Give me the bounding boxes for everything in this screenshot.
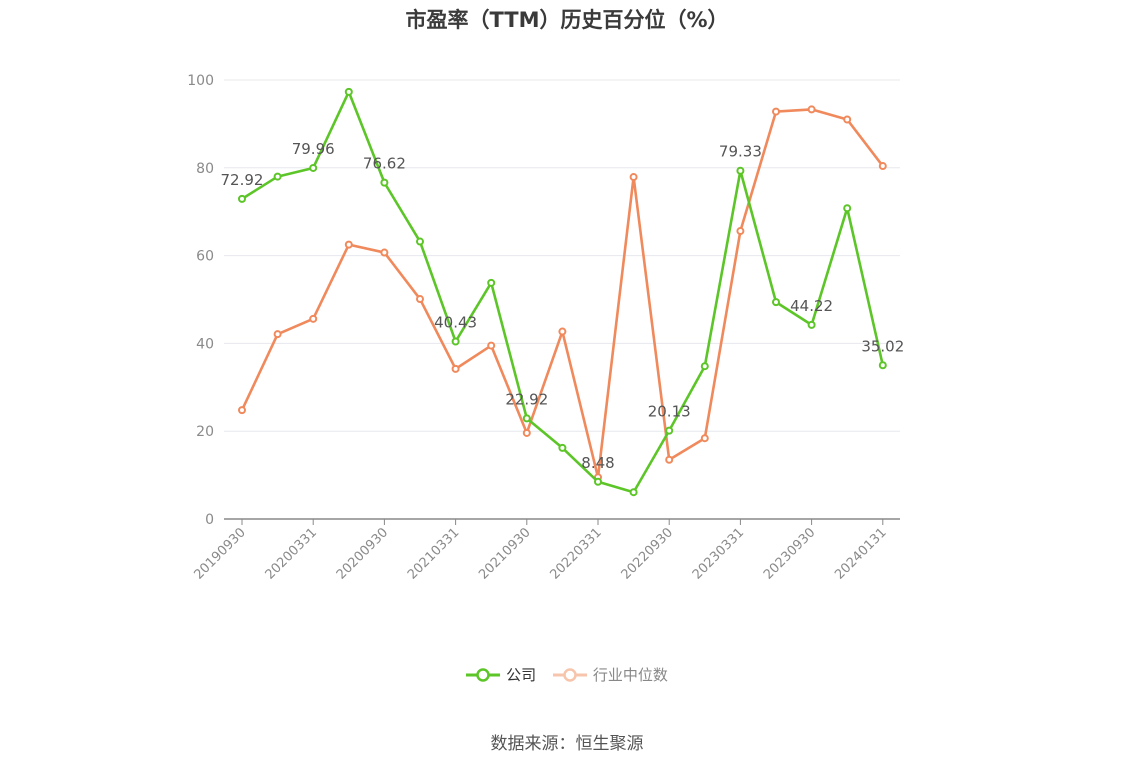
- data-point-company[interactable]: [416, 237, 424, 246]
- series-lines: [238, 87, 887, 497]
- data-label: 79.96: [292, 140, 335, 158]
- data-point-company[interactable]: [451, 337, 460, 346]
- data-point-company[interactable]: [344, 87, 353, 96]
- data-point-industry-median[interactable]: [344, 240, 353, 249]
- data-point-industry-median[interactable]: [629, 173, 638, 182]
- data-label: 79.33: [719, 143, 762, 161]
- data-point-industry-median[interactable]: [522, 428, 531, 437]
- y-tick-label: 60: [196, 249, 214, 265]
- data-point-industry-median[interactable]: [736, 227, 745, 236]
- legend-swatch-company-icon: [466, 667, 501, 682]
- x-tick-label: 20210930: [476, 525, 533, 582]
- x-tick-label: 20200930: [334, 525, 391, 582]
- data-point-industry-median[interactable]: [700, 434, 709, 443]
- data-point-industry-median[interactable]: [558, 327, 567, 336]
- data-labels: 72.92 79.96 76.62 40.43 22.92 8.48 20.13 79.33 4…: [221, 140, 905, 472]
- data-point-company[interactable]: [309, 163, 318, 172]
- legend-swatch-industry-median-icon: [552, 667, 587, 682]
- x-tick-label: 20240131: [832, 525, 889, 582]
- legend-label-industry-median: 行业中位数: [592, 666, 668, 684]
- data-point-industry-median[interactable]: [487, 341, 496, 350]
- y-tick-label: 80: [196, 161, 214, 177]
- data-point-company[interactable]: [522, 414, 531, 423]
- data-point-industry-median[interactable]: [238, 406, 246, 415]
- y-tick-label: 20: [196, 424, 214, 440]
- data-point-company[interactable]: [700, 362, 709, 371]
- data-point-company[interactable]: [238, 194, 246, 203]
- data-point-industry-median[interactable]: [416, 295, 424, 304]
- data-label: 72.92: [221, 171, 264, 189]
- source-note: 数据来源：恒生聚源: [490, 734, 644, 754]
- data-point-company[interactable]: [807, 320, 816, 329]
- series-line-company: [241, 90, 885, 494]
- data-point-industry-median[interactable]: [807, 105, 816, 114]
- data-label: 40.43: [434, 314, 477, 332]
- x-tick-label: 20230331: [690, 525, 747, 582]
- data-label: 44.22: [790, 297, 833, 315]
- data-point-company[interactable]: [736, 166, 745, 175]
- x-tick-label: 20230930: [761, 525, 818, 582]
- data-point-company[interactable]: [487, 278, 496, 287]
- data-label: 35.02: [861, 337, 904, 355]
- data-point-industry-median[interactable]: [843, 115, 852, 124]
- y-tick-label: 40: [196, 336, 214, 352]
- series-line-industry-median: [240, 108, 884, 479]
- legend-item-company[interactable]: 公司: [466, 664, 536, 685]
- data-point-industry-median[interactable]: [665, 455, 674, 464]
- x-tick-label: 20200331: [263, 525, 320, 582]
- data-point-industry-median[interactable]: [380, 248, 389, 257]
- data-point-company[interactable]: [878, 361, 887, 370]
- x-tick-label: 20220331: [547, 525, 604, 582]
- legend-label-company: 公司: [506, 666, 537, 684]
- y-tick-label: 100: [187, 73, 214, 89]
- data-point-company[interactable]: [629, 488, 638, 497]
- data-point-industry-median[interactable]: [878, 162, 887, 171]
- data-label: 22.92: [505, 390, 548, 408]
- data-label: 20.13: [648, 403, 691, 421]
- grid-lines: [224, 79, 900, 432]
- data-point-company[interactable]: [594, 477, 602, 486]
- legend-item-industry-median[interactable]: 行业中位数: [552, 664, 668, 685]
- x-tick-label: 20220930: [619, 525, 676, 582]
- legend: 公司 行业中位数: [0, 664, 1134, 686]
- chart-title: 市盈率（TTM）历史百分位（%）: [405, 8, 729, 32]
- data-point-company[interactable]: [665, 426, 674, 435]
- x-tick-label: 20190930: [191, 525, 248, 582]
- data-point-company[interactable]: [380, 178, 389, 187]
- x-tick-label: 20210331: [405, 525, 462, 582]
- y-tick-label: 0: [205, 512, 214, 528]
- data-point-industry-median[interactable]: [772, 107, 780, 116]
- data-point-company[interactable]: [558, 443, 567, 452]
- data-label: 8.48: [581, 454, 614, 472]
- data-point-company[interactable]: [843, 204, 852, 213]
- data-point-industry-median[interactable]: [273, 330, 282, 339]
- data-point-industry-median[interactable]: [309, 314, 318, 323]
- data-point-industry-median[interactable]: [451, 364, 460, 373]
- data-label: 76.62: [363, 155, 406, 173]
- data-point-company[interactable]: [273, 172, 282, 181]
- data-point-company[interactable]: [772, 298, 780, 307]
